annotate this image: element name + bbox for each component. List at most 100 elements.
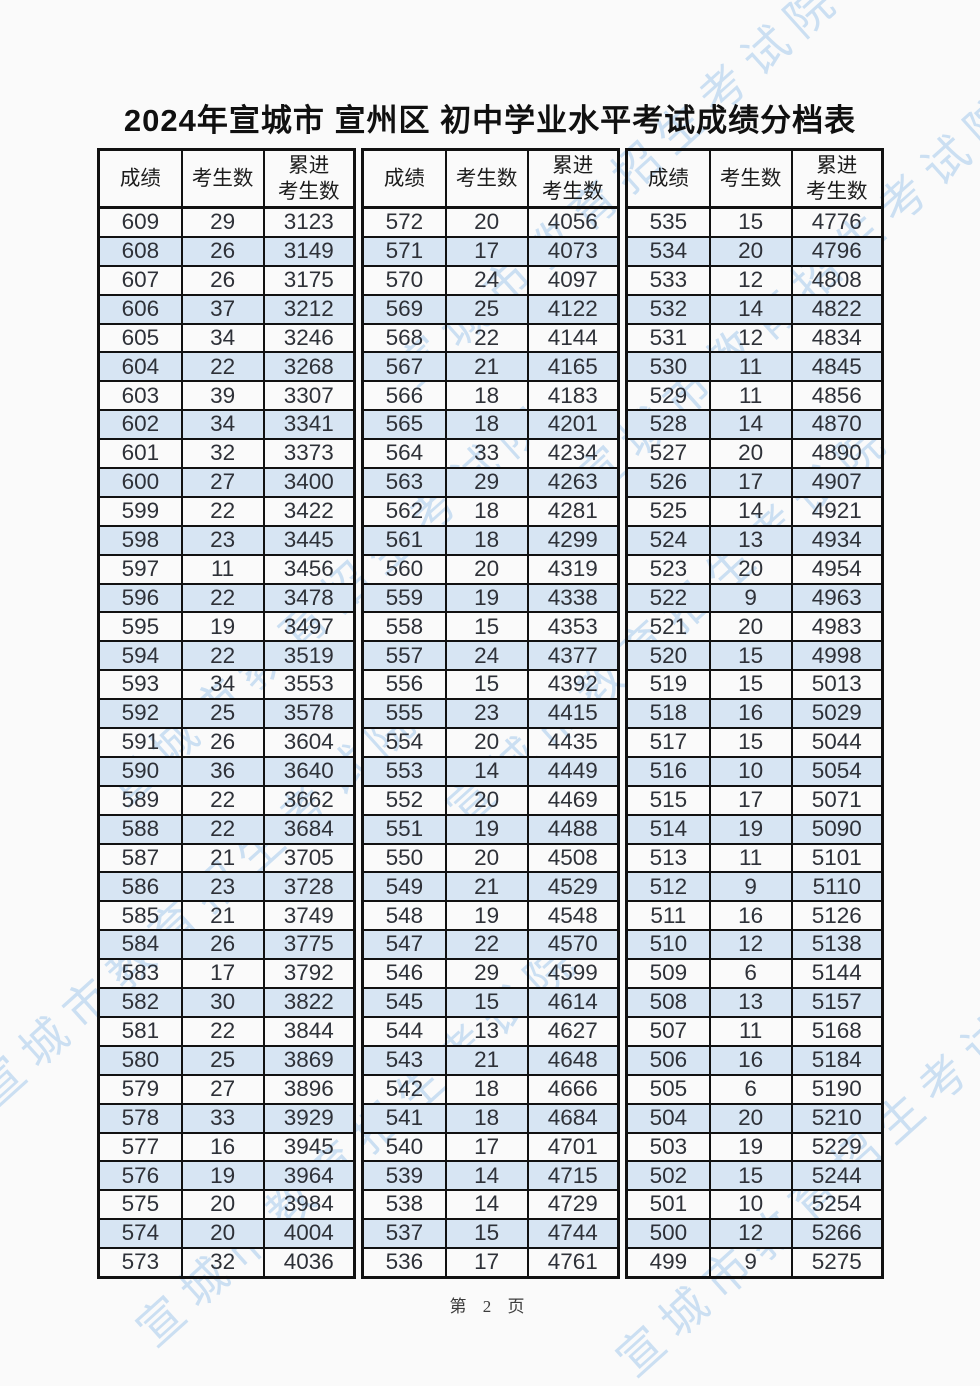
- count-cell: 26: [180, 929, 265, 961]
- score-cell: 554: [361, 727, 447, 758]
- table-row: 544 13 4627: [361, 1015, 620, 1047]
- count-cell: 30: [180, 987, 265, 1018]
- score-cell: 579: [97, 1073, 183, 1105]
- score-cell: 535: [625, 206, 711, 238]
- column-header-cumulative: 累进 考生数: [526, 148, 620, 209]
- table-row: 585 21 3749: [97, 900, 356, 932]
- score-cell: 541: [361, 1102, 447, 1134]
- score-cell: 551: [361, 813, 447, 845]
- count-cell: 22: [180, 1015, 265, 1047]
- cumulative-cell: 4004: [262, 1218, 356, 1250]
- score-cell: 504: [625, 1102, 711, 1134]
- table-row: 506 16 5184: [625, 1044, 884, 1076]
- column-header-count: 考生数: [708, 148, 793, 209]
- cumulative-cell: 3519: [262, 640, 356, 672]
- count-cell: 32: [180, 1247, 265, 1279]
- score-cell: 542: [361, 1073, 447, 1105]
- page-title: 2024年宣城市 宣州区 初中学业水平考试成绩分档表: [123, 103, 857, 138]
- score-cell: 556: [361, 669, 447, 701]
- score-cell: 510: [625, 929, 711, 961]
- cumulative-cell: 4627: [526, 1015, 620, 1047]
- count-cell: 10: [708, 755, 793, 787]
- score-cell: 599: [97, 495, 183, 527]
- count-cell: 20: [708, 553, 793, 585]
- table-row: 566 18 4183: [361, 380, 620, 412]
- column-header-cumulative: 累进 考生数: [790, 148, 884, 209]
- score-cell: 566: [361, 380, 447, 412]
- cumulative-cell: 5101: [790, 842, 884, 874]
- score-cell: 585: [97, 900, 183, 932]
- count-cell: 14: [444, 1160, 529, 1192]
- count-cell: 15: [708, 669, 793, 701]
- score-cell: 594: [97, 640, 183, 672]
- table-row: 531 12 4834: [625, 322, 884, 354]
- score-cell: 578: [97, 1102, 183, 1134]
- score-cell: 545: [361, 987, 447, 1018]
- score-cell: 589: [97, 784, 183, 816]
- count-cell: 22: [180, 582, 265, 614]
- cumulative-cell: 4856: [790, 380, 884, 412]
- score-cell: 533: [625, 264, 711, 296]
- score-cell: 595: [97, 611, 183, 643]
- score-table-group-3: 成绩 考生数 累进 考生数 535 15 4776 534 20 4796 533 12 4808 53…: [625, 148, 884, 1279]
- count-cell: 22: [180, 495, 265, 527]
- table-row: 500 12 5266: [625, 1218, 884, 1250]
- cumulative-cell: 5210: [790, 1102, 884, 1134]
- table-row: 603 39 3307: [97, 380, 356, 412]
- table-row: 545 15 4614: [361, 987, 620, 1018]
- count-cell: 15: [444, 611, 529, 643]
- table-row: 590 36 3640: [97, 755, 356, 787]
- count-cell: 13: [444, 1015, 529, 1047]
- count-cell: 23: [444, 698, 529, 730]
- table-row: 605 34 3246: [97, 322, 356, 354]
- table-row: 513 11 5101: [625, 842, 884, 874]
- score-cell: 602: [97, 409, 183, 441]
- count-cell: 22: [444, 929, 529, 961]
- cumulative-cell: 4648: [526, 1044, 620, 1076]
- table-row: 586 23 3728: [97, 871, 356, 903]
- score-cell: 569: [361, 293, 447, 325]
- cumulative-cell: 3578: [262, 698, 356, 730]
- score-cell: 505: [625, 1073, 711, 1105]
- table-row: 580 25 3869: [97, 1044, 356, 1076]
- count-cell: 20: [444, 727, 529, 758]
- cumulative-cell: 4435: [526, 727, 620, 758]
- score-cell: 571: [361, 235, 447, 267]
- count-cell: 9: [708, 1247, 793, 1279]
- table-row: 589 22 3662: [97, 784, 356, 816]
- cumulative-cell: 3341: [262, 409, 356, 441]
- count-cell: 22: [444, 322, 529, 354]
- count-cell: 25: [180, 1044, 265, 1076]
- cumulative-cell: 4822: [790, 293, 884, 325]
- table-row: 564 33 4234: [361, 438, 620, 470]
- table-row: 530 11 4845: [625, 351, 884, 383]
- table-row: 549 21 4529: [361, 871, 620, 903]
- score-cell: 608: [97, 235, 183, 267]
- cumulative-cell: 3212: [262, 293, 356, 325]
- count-cell: 20: [708, 235, 793, 267]
- table-row: 569 25 4122: [361, 293, 620, 325]
- score-cell: 543: [361, 1044, 447, 1076]
- count-cell: 23: [180, 871, 265, 903]
- score-cell: 531: [625, 322, 711, 354]
- score-cell: 576: [97, 1160, 183, 1192]
- cumulative-cell: 3792: [262, 958, 356, 990]
- table-row: 539 14 4715: [361, 1160, 620, 1192]
- count-cell: 21: [444, 351, 529, 383]
- table-row: 507 11 5168: [625, 1015, 884, 1047]
- cumulative-cell: 4415: [526, 698, 620, 730]
- count-cell: 18: [444, 1102, 529, 1134]
- table-row: 518 16 5029: [625, 698, 884, 730]
- cumulative-cell: 3268: [262, 351, 356, 383]
- score-cell: 523: [625, 553, 711, 585]
- count-cell: 17: [444, 1247, 529, 1279]
- count-cell: 15: [708, 1160, 793, 1192]
- count-cell: 19: [180, 611, 265, 643]
- count-cell: 12: [708, 929, 793, 961]
- table-row: 529 11 4856: [625, 380, 884, 412]
- cumulative-cell: 3705: [262, 842, 356, 874]
- score-cell: 609: [97, 206, 183, 238]
- table-row: 565 18 4201: [361, 409, 620, 441]
- cumulative-cell: 3373: [262, 438, 356, 470]
- column-header-score: 成绩: [625, 148, 711, 209]
